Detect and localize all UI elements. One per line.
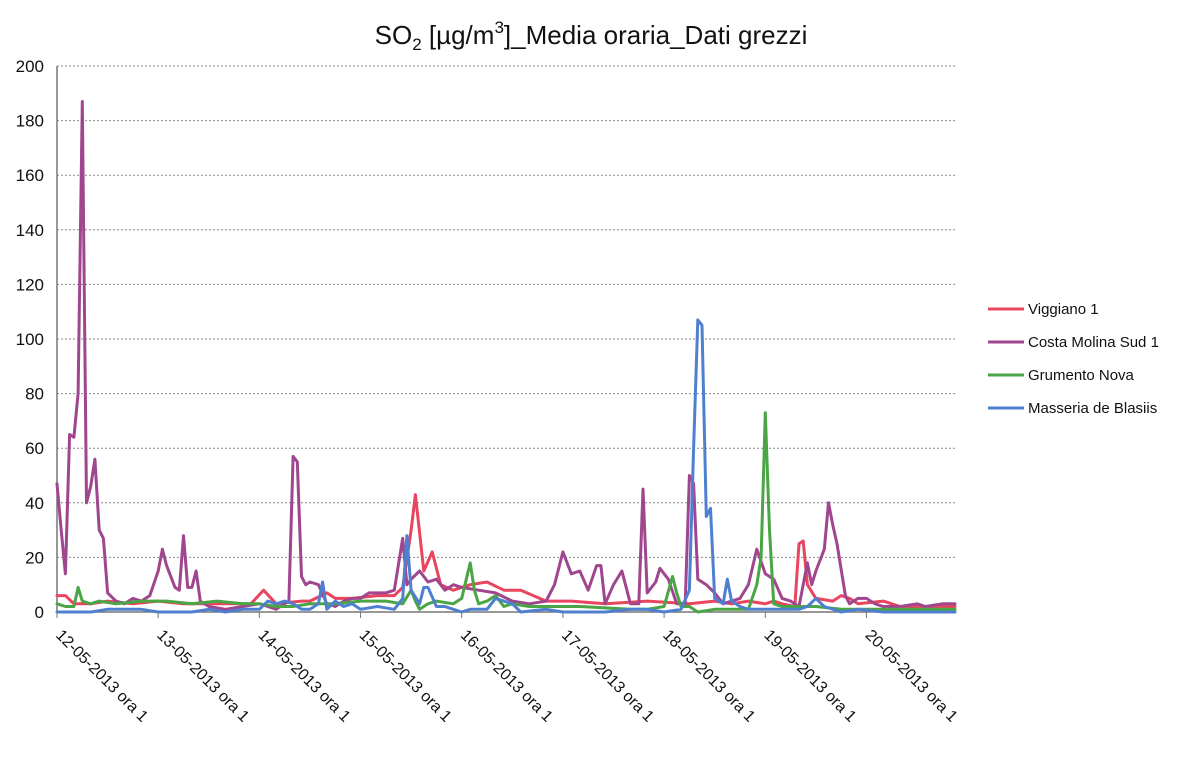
y-tick-label: 180 <box>16 112 44 131</box>
axes <box>56 66 955 613</box>
legend-label: Viggiano 1 <box>1028 301 1099 318</box>
x-tick-label: 15-05-2013 ora 1 <box>356 627 455 726</box>
y-tick-label: 120 <box>16 275 44 294</box>
gridlines <box>57 65 955 558</box>
x-tick-label: 18-05-2013 ora 1 <box>659 627 758 726</box>
y-tick-label: 140 <box>16 221 44 240</box>
x-tick-label: 19-05-2013 ora 1 <box>760 627 859 726</box>
y-tick-label: 100 <box>16 330 44 349</box>
x-tick-label: 13-05-2013 ora 1 <box>153 627 252 726</box>
series-line-1 <box>55 493 957 608</box>
legend-label: Costa Molina Sud 1 <box>1028 334 1159 351</box>
series-line-4 <box>55 318 957 614</box>
series-line-3 <box>55 411 957 614</box>
x-tick-label: 16-05-2013 ora 1 <box>457 627 556 726</box>
y-tick-label: 80 <box>25 385 44 404</box>
x-tick-label: 14-05-2013 ora 1 <box>255 627 354 726</box>
chart-title: SO2 [µg/m3]_Media oraria_Dati grezzi <box>375 18 808 54</box>
x-tick-label: 17-05-2013 ora 1 <box>558 627 657 726</box>
legend-label: Grumento Nova <box>1028 367 1135 384</box>
y-axis-ticks: 0 20 40 60 80 100 120 140 160 180 200 <box>16 57 44 622</box>
series-line-2 <box>55 100 957 611</box>
x-axis-ticks: 12-05-2013 ora 1 13-05-2013 ora 1 14-05-20… <box>52 612 961 726</box>
series-lines <box>55 100 957 614</box>
legend-label: Masseria de Blasiis <box>1028 400 1157 417</box>
y-tick-label: 40 <box>25 494 44 513</box>
x-tick-label: 20-05-2013 ora 1 <box>862 627 961 726</box>
y-tick-label: 160 <box>16 166 44 185</box>
legend: Viggiano 1 Costa Molina Sud 1 Grumento Nov… <box>988 301 1159 417</box>
y-tick-label: 20 <box>25 548 44 567</box>
y-tick-label: 0 <box>35 603 44 622</box>
y-tick-label: 200 <box>16 57 44 76</box>
x-tick-label: 12-05-2013 ora 1 <box>52 627 151 726</box>
y-tick-label: 60 <box>25 439 44 458</box>
